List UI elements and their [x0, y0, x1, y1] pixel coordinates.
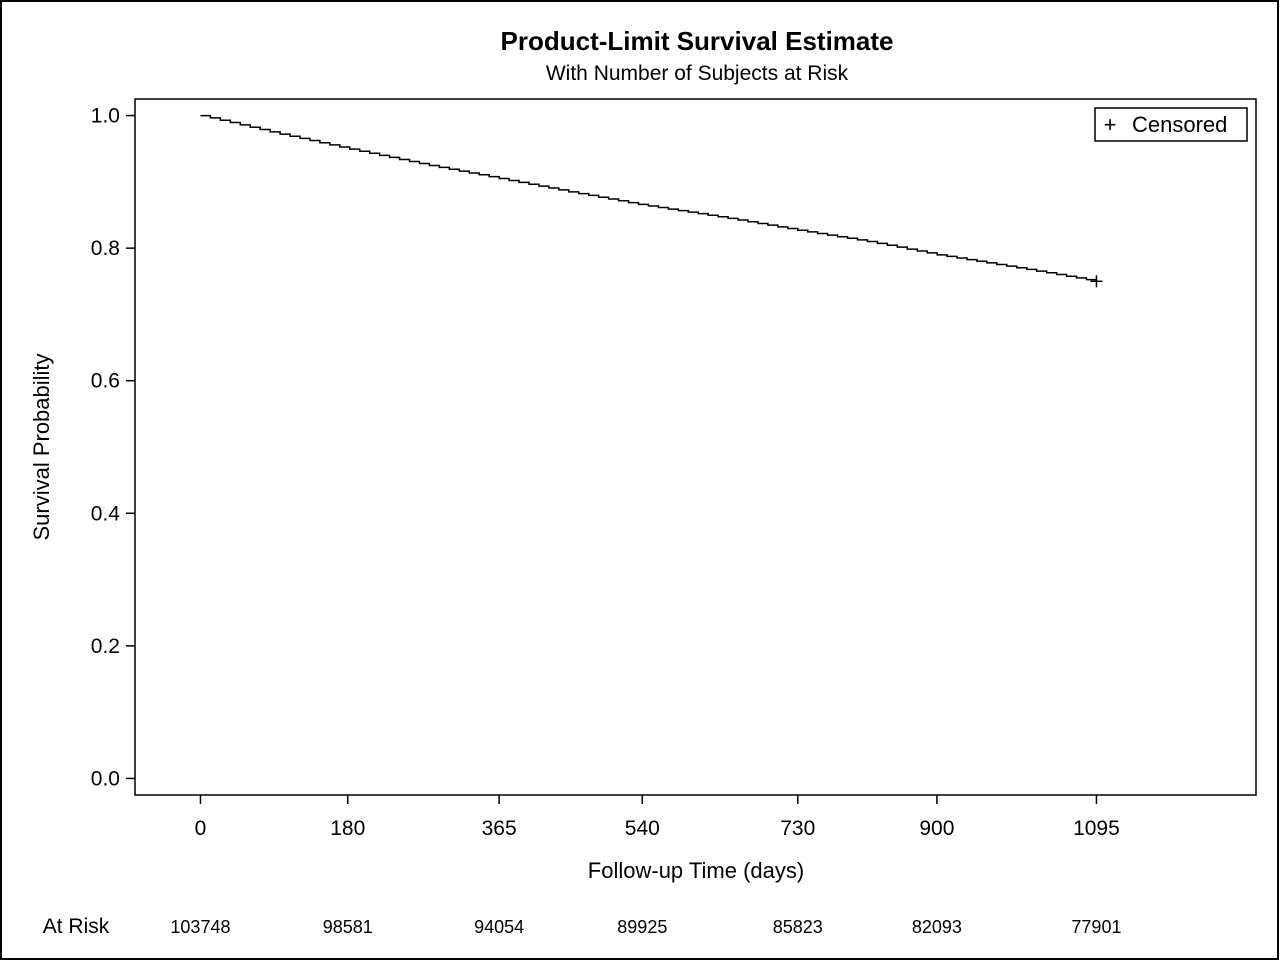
y-axis: 0.0 0.2 0.4 0.6 0.8 1.0 — [91, 105, 135, 790]
at-risk-value: 103748 — [170, 917, 230, 937]
legend-censor-symbol: + — [1104, 112, 1117, 137]
x-axis: 0 180 365 540 730 900 1095 — [195, 795, 1120, 840]
at-risk-value: 82093 — [912, 917, 962, 937]
x-tick-label: 1095 — [1073, 817, 1120, 840]
chart-title: Product-Limit Survival Estimate — [501, 26, 894, 56]
x-tick-label: 900 — [919, 817, 954, 840]
legend: + Censored — [1094, 107, 1248, 142]
at-risk-value: 77901 — [1071, 917, 1121, 937]
at-risk-label: At Risk — [43, 915, 110, 938]
series-layer — [200, 114, 1098, 282]
y-tick-label: 0.6 — [91, 370, 120, 393]
at-risk-value: 98581 — [323, 917, 373, 937]
survival-curve-0 — [200, 114, 1098, 282]
legend-censored-label: Censored — [1132, 112, 1227, 137]
x-tick-label: 365 — [482, 817, 517, 840]
plot-area — [134, 98, 1257, 796]
y-tick-label: 0.0 — [91, 767, 120, 790]
y-tick-label: 1.0 — [91, 105, 120, 128]
x-tick-label: 540 — [625, 817, 660, 840]
y-tick-label: 0.4 — [91, 502, 121, 525]
censor-layer — [1090, 275, 1103, 288]
y-tick-label: 0.8 — [91, 237, 120, 260]
y-axis-label: Survival Probability — [29, 353, 54, 540]
x-axis-label: Follow-up Time (days) — [588, 858, 804, 883]
x-tick-label: 730 — [780, 817, 815, 840]
legend-box — [1094, 107, 1248, 142]
at-risk-value: 94054 — [474, 917, 524, 937]
at-risk-row: 103748 98581 94054 89925 85823 82093 77901 — [170, 917, 1121, 937]
y-tick-label: 0.2 — [91, 635, 120, 658]
chart-subtitle: With Number of Subjects at Risk — [546, 62, 849, 85]
x-tick-label: 180 — [330, 817, 365, 840]
x-tick-label: 0 — [195, 817, 207, 840]
at-risk-value: 89925 — [617, 917, 667, 937]
censored-marker — [1090, 275, 1103, 288]
at-risk-value: 85823 — [773, 917, 823, 937]
